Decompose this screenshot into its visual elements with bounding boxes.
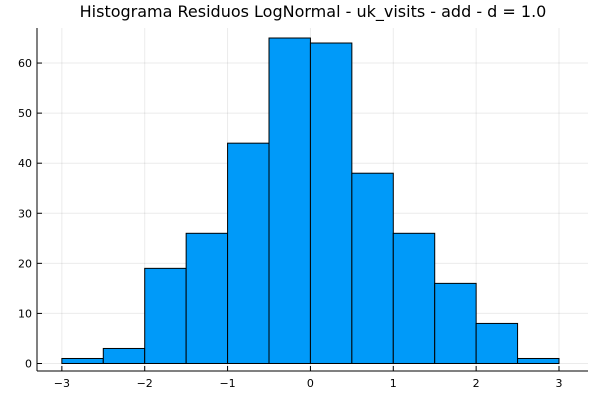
histogram-bar bbox=[185, 232, 229, 364]
x-tick-label: 1 bbox=[390, 377, 397, 390]
x-tick-label: 3 bbox=[556, 377, 563, 390]
x-tick-label: −2 bbox=[137, 377, 153, 390]
x-tick-label: −3 bbox=[54, 377, 70, 390]
histogram-bar bbox=[475, 322, 519, 364]
histogram-bar bbox=[351, 172, 394, 364]
y-tick-label: 10 bbox=[18, 307, 32, 320]
histogram-bar bbox=[268, 37, 311, 364]
histogram-bar bbox=[309, 42, 353, 364]
histogram-bar bbox=[144, 267, 187, 364]
histogram-bar bbox=[227, 142, 270, 364]
histogram-bar bbox=[392, 232, 436, 364]
x-tick-label: 0 bbox=[307, 377, 314, 390]
y-tick-label: 60 bbox=[18, 57, 32, 70]
histogram-bars bbox=[61, 37, 560, 364]
x-tick-label: −1 bbox=[219, 377, 235, 390]
y-tick-label: 40 bbox=[18, 157, 32, 170]
histogram-bar bbox=[434, 282, 477, 364]
y-tick-label: 30 bbox=[18, 207, 32, 220]
histogram-bar bbox=[61, 357, 104, 364]
histogram-bar bbox=[102, 347, 146, 364]
chart-title: Histograma Residuos LogNormal - uk_visit… bbox=[80, 2, 547, 22]
y-tick-label: 50 bbox=[18, 107, 32, 120]
histogram-bar bbox=[517, 357, 560, 364]
x-tick-label: 2 bbox=[473, 377, 480, 390]
y-tick-label: 0 bbox=[25, 357, 32, 370]
axes bbox=[36, 28, 588, 372]
y-tick-label: 20 bbox=[18, 257, 32, 270]
